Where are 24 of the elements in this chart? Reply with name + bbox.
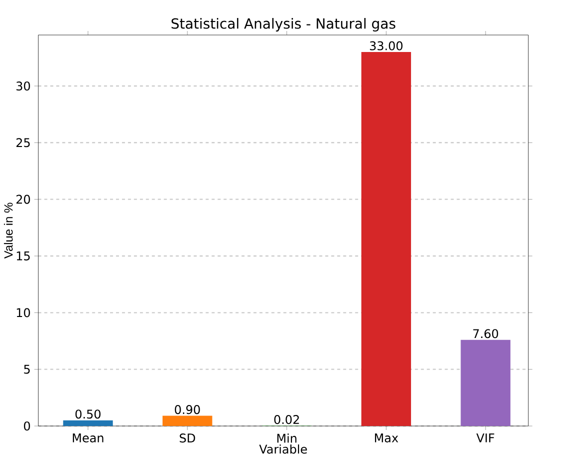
x-axis-title: Variable: [259, 444, 307, 454]
y-tick-label: 30: [16, 81, 30, 91]
y-tick-label: 15: [16, 252, 30, 260]
chart-title: Statistical Analysis - Natural gas: [172, 18, 396, 32]
x-tick-label: Mean: [72, 434, 104, 442]
data-label: 7.60: [473, 329, 498, 338]
bar: [361, 52, 412, 426]
x-tick-label: Max: [374, 434, 398, 442]
x-tick-label: SD: [180, 434, 196, 443]
data-label: 0.50: [75, 410, 101, 419]
y-tick-label: 20: [16, 194, 30, 204]
y-tick-label: 0: [24, 421, 30, 431]
bar: [162, 416, 212, 426]
x-tick-label: Min: [277, 434, 296, 443]
x-tick-label: VIF: [476, 434, 494, 442]
data-label: 33.00: [370, 41, 402, 50]
y-tick-label: 10: [16, 308, 30, 318]
data-label: 0.90: [174, 405, 200, 414]
data-label: 0.02: [274, 415, 299, 424]
bar: [63, 420, 113, 426]
y-axis-title: Value in %: [4, 202, 13, 259]
y-tick-label: 25: [16, 138, 30, 148]
y-tick-label: 5: [24, 364, 30, 374]
bar: [460, 340, 510, 426]
